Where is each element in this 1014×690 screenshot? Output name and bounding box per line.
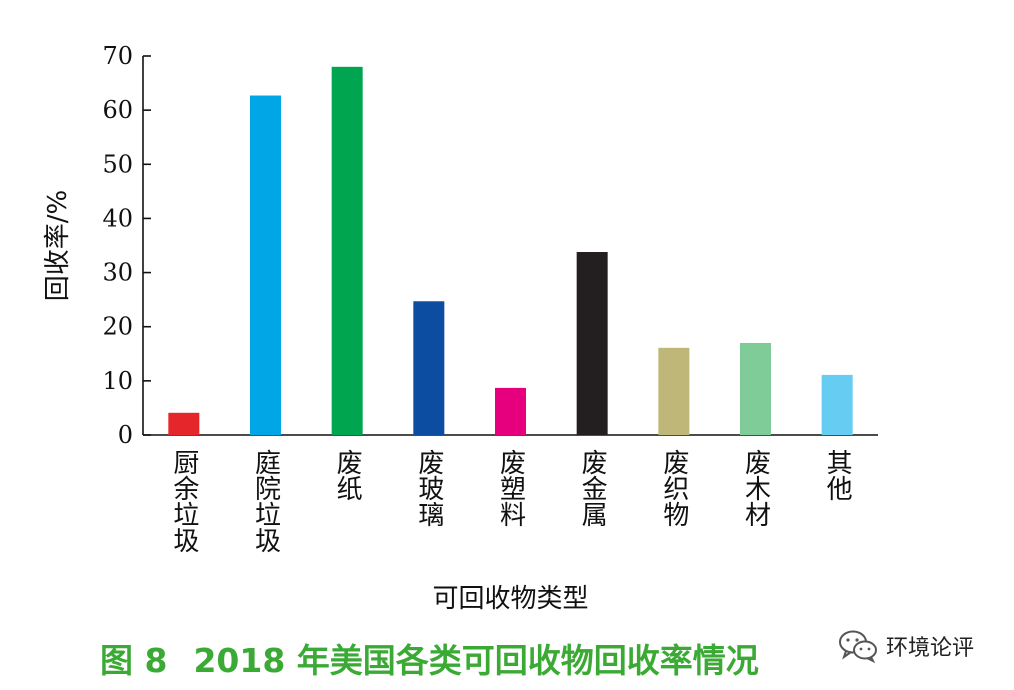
y-tick-label: 40 — [102, 204, 133, 232]
figure-caption: 图 8 2018 年美国各类可回收物回收率情况 — [100, 634, 840, 682]
bar — [576, 251, 608, 435]
y-tick-label: 10 — [102, 367, 133, 395]
x-tick-label: 废木材 — [741, 449, 771, 527]
category-labels: 厨余垃圾 庭院垃圾 废纸 废玻璃 废塑料 废金属 废织物 废木材 其他 — [169, 449, 852, 553]
y-tick-label: 70 — [102, 42, 133, 70]
bar-chart: 0 10 20 30 40 50 60 70 厨余垃圾 庭院垃圾 废纸 废玻璃 废塑料 废金属 废织物 废木… — [43, 42, 878, 614]
x-tick-label: 废玻璃 — [414, 449, 444, 527]
x-axis-title: 可回收物类型 — [432, 584, 588, 614]
watermark-text: 环境论评 — [886, 636, 975, 661]
watermark: 环境论评 — [838, 626, 974, 666]
bar — [821, 374, 853, 435]
bar — [331, 66, 363, 435]
bars — [168, 66, 853, 435]
y-axis: 0 10 20 30 40 50 60 70 — [102, 42, 151, 449]
x-tick-label: 其他 — [822, 449, 852, 501]
figure-number: 图 8 — [100, 641, 168, 680]
x-tick-label: 废织物 — [659, 449, 689, 527]
y-axis-title: 回收率/% — [43, 190, 73, 301]
y-tick-label: 50 — [102, 150, 133, 178]
bar — [658, 347, 690, 435]
x-tick-label: 庭院垃圾 — [251, 449, 281, 553]
y-tick-label: 0 — [118, 421, 133, 449]
x-tick-label: 废纸 — [332, 449, 362, 501]
x-tick-label: 废塑料 — [496, 449, 526, 527]
x-tick-label: 废金属 — [577, 449, 607, 527]
bar — [250, 95, 281, 435]
bar — [168, 412, 200, 435]
y-tick-label: 60 — [102, 96, 133, 124]
bar — [495, 387, 526, 435]
y-tick-label: 30 — [102, 259, 133, 287]
y-tick-label: 20 — [102, 313, 133, 341]
x-tick-label: 厨余垃圾 — [169, 449, 199, 553]
figure-caption-text: 2018 年美国各类可回收物回收率情况 — [193, 641, 759, 680]
bar — [740, 342, 771, 435]
wechat-icon — [839, 630, 877, 663]
bar — [413, 301, 445, 435]
